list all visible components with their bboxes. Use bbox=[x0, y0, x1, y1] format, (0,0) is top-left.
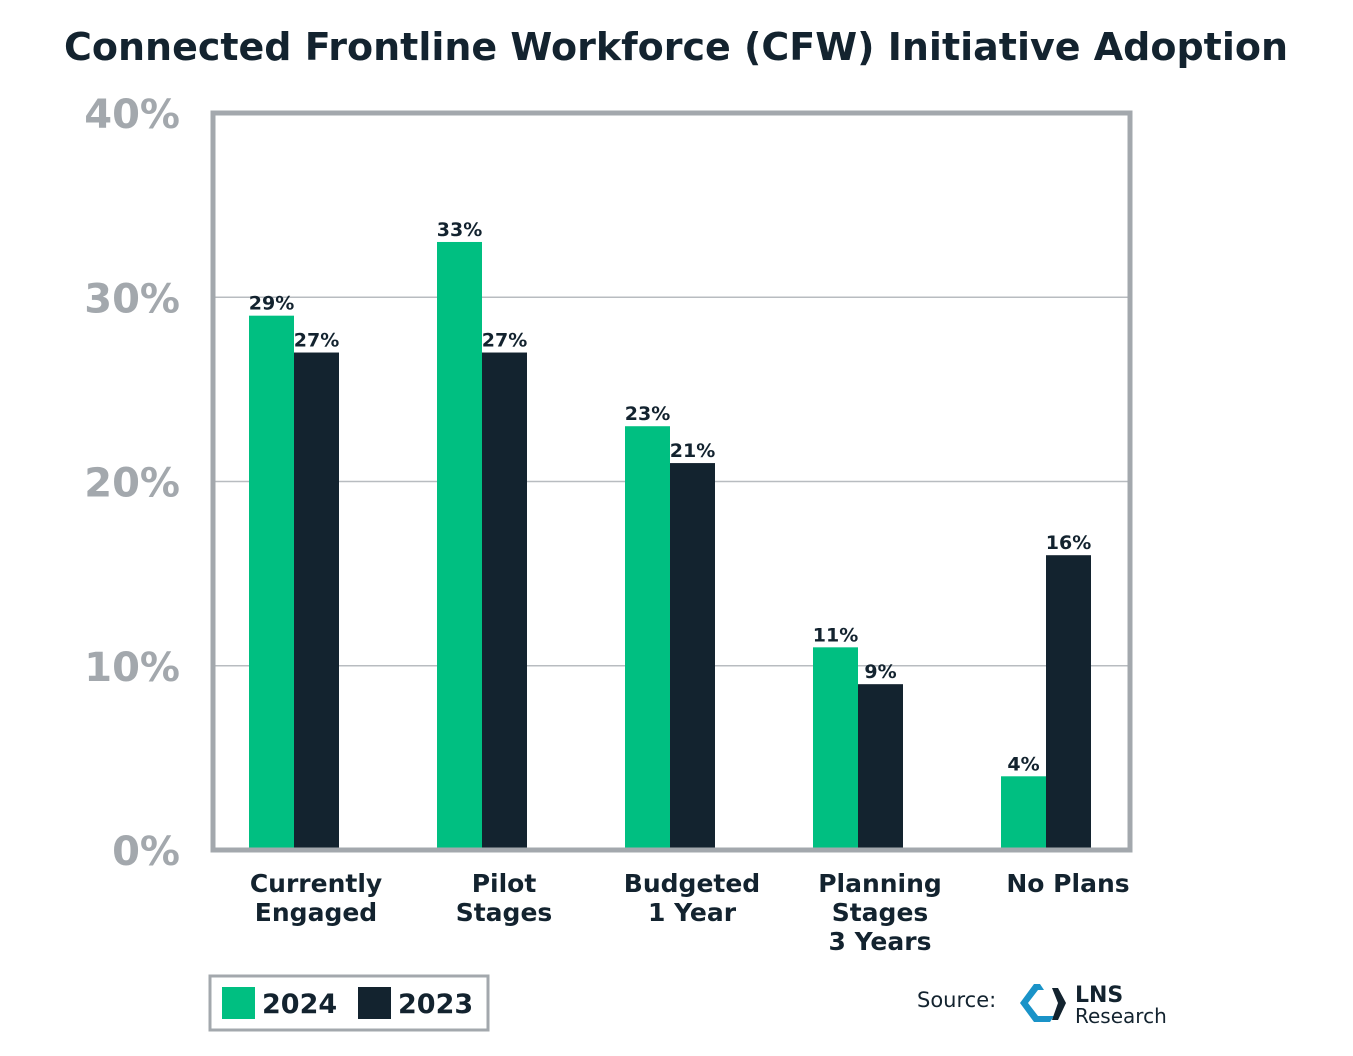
y-tick-label: 10% bbox=[84, 645, 180, 691]
category-label: Pilot bbox=[472, 869, 537, 898]
category-label: Planning bbox=[818, 869, 942, 898]
source-label: Source: bbox=[917, 988, 996, 1012]
y-tick-label: 0% bbox=[112, 829, 180, 875]
bar-2024-3 bbox=[813, 647, 858, 850]
bar-2024-0 bbox=[249, 315, 294, 850]
legend-label: 2024 bbox=[262, 989, 337, 1020]
data-label: 29% bbox=[249, 293, 294, 315]
data-label: 23% bbox=[625, 403, 670, 425]
lns-logo: LNS Research bbox=[1020, 983, 1167, 1028]
category-label: Stages bbox=[832, 898, 929, 927]
category-label: 3 Years bbox=[829, 927, 932, 956]
logo-mark-dark bbox=[1052, 988, 1066, 1020]
data-label: 16% bbox=[1046, 532, 1091, 554]
data-label: 4% bbox=[1007, 753, 1039, 775]
category-label: Currently bbox=[250, 869, 382, 898]
y-tick-label: 20% bbox=[84, 461, 180, 507]
bar-2024-4 bbox=[1001, 776, 1046, 850]
category-label: Engaged bbox=[255, 898, 377, 927]
category-label: 1 Year bbox=[648, 898, 737, 927]
legend-swatch-2024 bbox=[222, 987, 255, 1019]
data-label: 27% bbox=[294, 330, 339, 352]
bar-2023-3 bbox=[858, 684, 903, 850]
legend-swatch-2023 bbox=[358, 987, 391, 1019]
data-label: 33% bbox=[437, 219, 482, 241]
y-tick-label: 30% bbox=[84, 276, 180, 322]
category-label: No Plans bbox=[1006, 869, 1129, 898]
data-label: 21% bbox=[670, 440, 715, 462]
data-label: 11% bbox=[813, 624, 858, 646]
plot-frame bbox=[210, 110, 1133, 853]
bar-2024-2 bbox=[625, 426, 670, 850]
bar-2023-0 bbox=[294, 352, 339, 850]
logo-text-lns: LNS bbox=[1075, 983, 1123, 1008]
source: Source: LNS Research bbox=[917, 983, 1167, 1028]
bar-2023-4 bbox=[1046, 555, 1091, 850]
category-label: Stages bbox=[456, 898, 553, 927]
chart-title: Connected Frontline Workforce (CFW) Init… bbox=[64, 25, 1288, 69]
logo-text-research: Research bbox=[1075, 1004, 1167, 1028]
data-label: 27% bbox=[482, 330, 527, 352]
legend: 2024 2023 bbox=[208, 974, 490, 1032]
category-label: Budgeted bbox=[624, 869, 760, 898]
data-label: 9% bbox=[864, 661, 896, 683]
bar-2023-1 bbox=[482, 352, 527, 850]
bar-2023-2 bbox=[670, 463, 715, 850]
legend-label: 2023 bbox=[398, 989, 473, 1020]
logo-mark-blue bbox=[1020, 984, 1054, 1022]
y-tick-label: 40% bbox=[84, 92, 180, 138]
bar-2024-1 bbox=[437, 241, 482, 851]
legend-frame bbox=[208, 974, 490, 1032]
